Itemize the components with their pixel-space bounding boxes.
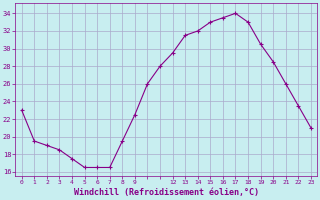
X-axis label: Windchill (Refroidissement éolien,°C): Windchill (Refroidissement éolien,°C): [74, 188, 259, 197]
